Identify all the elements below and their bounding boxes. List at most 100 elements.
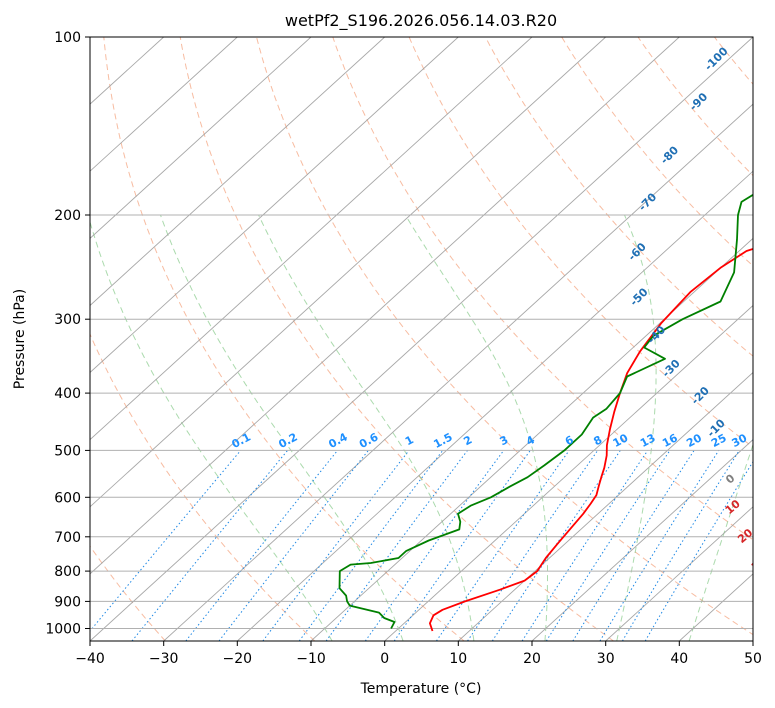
moist-adiabat-5 <box>688 443 753 641</box>
x-axis-ticks: −40 −30 −20 −10 0 10 20 30 40 50 <box>75 641 762 667</box>
moist-adiabat-2 <box>258 214 475 641</box>
y-tick-label: 400 <box>54 386 81 402</box>
dry-adiabat-label: -100 <box>702 44 731 73</box>
mixing-ratio-label: 13 <box>638 431 658 450</box>
moist-adiabat-label: 40 <box>761 583 775 603</box>
mixing-ratio-line-14 <box>572 450 695 641</box>
mixing-ratio-line-13 <box>545 450 671 641</box>
x-tick-label: 10 <box>449 651 467 667</box>
mixing-ratio-line-4 <box>262 450 410 641</box>
mixing-ratio-line-8 <box>393 450 531 641</box>
temperature-profile-line <box>428 248 753 632</box>
x-tick-label: 30 <box>597 651 615 667</box>
y-tick-label: 200 <box>54 208 81 224</box>
dry-adiabat-label: -20 <box>689 384 712 407</box>
plot-frame <box>89 36 754 642</box>
x-tick-label: −10 <box>296 651 326 667</box>
isotherm-15 <box>605 506 753 641</box>
dry-adiabat-5 <box>256 37 753 636</box>
x-tick-label: −20 <box>223 651 253 667</box>
pressure-grid <box>90 37 753 629</box>
mixing-ratio-label: 1.5 <box>431 430 454 451</box>
dry-adiabat-2 <box>90 332 316 641</box>
dry-adiabat-label: -80 <box>658 143 681 166</box>
y-tick-label: 100 <box>54 30 81 46</box>
isotherm-5 <box>90 37 533 441</box>
y-tick-label: 500 <box>54 443 81 459</box>
y-tick-label: 300 <box>54 312 81 328</box>
x-tick-label: −40 <box>75 651 105 667</box>
mixing-ratio-line-17 <box>644 460 753 641</box>
mixing-ratio-label: 16 <box>660 431 680 450</box>
mixing-ratio-line-2 <box>185 450 338 641</box>
mixing-ratio-line-10 <box>467 450 599 641</box>
dry-adiabat-label: -60 <box>626 240 649 263</box>
dry-adiabat-6 <box>332 37 753 541</box>
mixing-ratio-line-1 <box>131 450 288 641</box>
dry-adiabat-4 <box>179 37 614 641</box>
x-tick-label: −30 <box>149 651 179 667</box>
moist-adiabat-label: 0 <box>723 471 737 486</box>
moist-adiabat-label: 30 <box>749 553 769 573</box>
mixing-ratio-label: 0.1 <box>230 430 253 451</box>
isotherm-10 <box>236 170 753 641</box>
chart-title: wetPf2_S196.2026.056.14.03.R20 <box>285 11 557 31</box>
y-tick-label: 600 <box>54 490 81 506</box>
background-lines <box>90 37 753 641</box>
isotherm-14 <box>531 439 753 641</box>
dry-adiabat-8 <box>484 37 753 357</box>
y-tick-label: 800 <box>54 564 81 580</box>
dry-adiabat-label: -50 <box>627 285 650 308</box>
isotherm-17 <box>752 640 753 641</box>
isotherm-1 <box>90 37 238 172</box>
mixing-ratio-label: 3 <box>498 433 511 448</box>
mixing-ratio-line-16 <box>621 450 740 641</box>
moist-adiabat-3 <box>404 214 548 641</box>
mixing-ratio-label: 8 <box>591 433 604 448</box>
isotherm-7 <box>90 37 680 575</box>
moist-adiabat-4 <box>616 214 657 641</box>
dry-adiabat-label: -70 <box>636 190 659 213</box>
mixing-ratio-label: 10 <box>611 431 631 450</box>
mixing-ratio-label: 36 <box>750 431 770 450</box>
mixing-ratio-label: 0.4 <box>326 430 350 451</box>
x-tick-label: 50 <box>744 651 762 667</box>
mixing-ratio-label: 1 <box>403 433 416 448</box>
isotherm-3 <box>90 37 386 307</box>
mixing-ratio-line-9 <box>435 450 570 641</box>
mixing-ratio-line-6 <box>325 450 468 641</box>
isotherm-11 <box>310 237 753 641</box>
x-tick-label: 20 <box>523 651 541 667</box>
moist-adiabat-1 <box>160 214 404 641</box>
y-tick-label: 1000 <box>45 622 81 638</box>
moist-adiabat-0 <box>90 220 333 641</box>
isotherm-13 <box>457 371 753 641</box>
x-tick-label: 40 <box>670 651 688 667</box>
y-tick-label: 700 <box>54 530 81 546</box>
mixing-ratio-label: 2 <box>461 433 474 448</box>
dry-adiabat-9 <box>561 37 753 267</box>
mixing-ratio-line-12 <box>521 450 649 641</box>
mixing-ratio-label: 4 <box>524 433 537 448</box>
isotherm-2 <box>90 37 312 239</box>
isotherm-8 <box>90 37 753 641</box>
mixing-ratio-line-0 <box>90 450 242 632</box>
moist-adiabat-label: 10 <box>723 497 743 517</box>
dry-adiabat-7 <box>408 37 753 448</box>
x-axis-label: Temperature (°C) <box>360 681 482 697</box>
dewpoint-profile-line <box>338 193 753 629</box>
mixing-ratio-label: 0.2 <box>276 430 299 451</box>
y-tick-label: 900 <box>54 594 81 610</box>
dry-adiabat-11 <box>714 37 753 85</box>
mixing-ratio-line-15 <box>599 450 720 641</box>
profiles <box>338 193 753 632</box>
mixing-ratio-line-3 <box>218 450 369 641</box>
isotherm-9 <box>163 103 753 641</box>
line-labels: 0.1 0.2 0.4 0.6 1 1.5 2 3 4 6 8 10 13 16 20 25 30 36-100-… <box>230 44 775 603</box>
mixing-ratio-label: 0.6 <box>357 430 381 451</box>
x-tick-label: 0 <box>380 651 389 667</box>
y-axis-label: Pressure (hPa) <box>12 289 28 389</box>
mixing-ratio-label: 20 <box>684 431 704 450</box>
y-axis-ticks: 100 200 300 400 500 600 700 800 900 1000 <box>45 30 90 638</box>
